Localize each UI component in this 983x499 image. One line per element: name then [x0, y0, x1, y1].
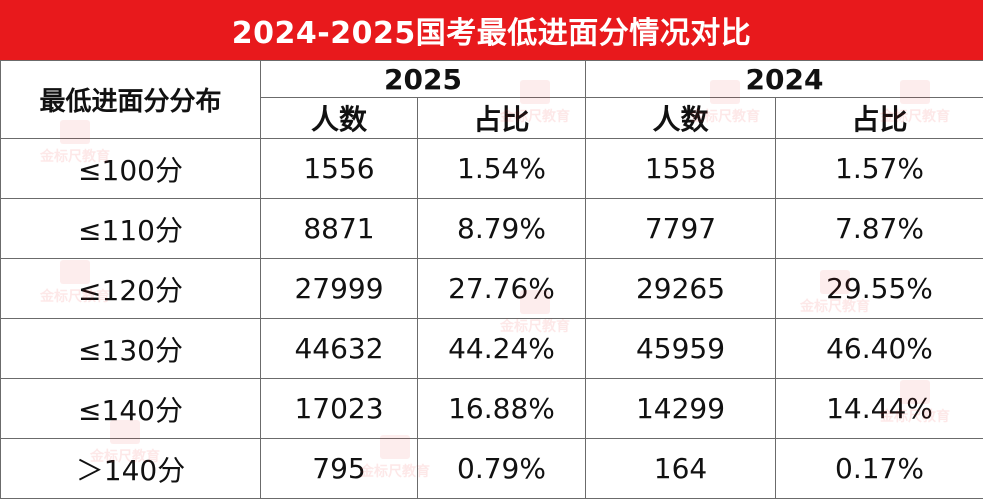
subheader-share-2025: 占比 [418, 98, 586, 139]
year-header-2025: 2025 [261, 61, 586, 98]
share-2025-cell: 44.24% [418, 319, 586, 379]
row-label: ≤140分 [1, 379, 261, 439]
count-2024-cell: 45959 [586, 319, 776, 379]
row-header-cell: 最低进面分分布 [1, 61, 261, 139]
share-2024-cell: 0.17% [776, 439, 983, 499]
table-row: ≤140分 17023 16.88% 14299 14.44% [1, 379, 983, 439]
count-2025-cell: 17023 [261, 379, 418, 439]
score-distribution-table: 最低进面分分布 2025 2024 人数 占比 人数 占比 ≤100分 1556… [0, 60, 983, 499]
count-2024-cell: 29265 [586, 259, 776, 319]
count-2025-cell: 1556 [261, 139, 418, 199]
share-2024-cell: 7.87% [776, 199, 983, 259]
subheader-count-2024: 人数 [586, 98, 776, 139]
subheader-share-2024: 占比 [776, 98, 983, 139]
count-2025-cell: 8871 [261, 199, 418, 259]
table-row: ＞140分 795 0.79% 164 0.17% [1, 439, 983, 499]
count-2025-cell: 795 [261, 439, 418, 499]
count-2024-cell: 164 [586, 439, 776, 499]
subheader-count-2025: 人数 [261, 98, 418, 139]
count-2024-cell: 7797 [586, 199, 776, 259]
table-row: ≤130分 44632 44.24% 45959 46.40% [1, 319, 983, 379]
share-2024-cell: 1.57% [776, 139, 983, 199]
table-row: ≤110分 8871 8.79% 7797 7.87% [1, 199, 983, 259]
share-2025-cell: 27.76% [418, 259, 586, 319]
row-label: ≤120分 [1, 259, 261, 319]
share-2025-cell: 8.79% [418, 199, 586, 259]
share-2025-cell: 0.79% [418, 439, 586, 499]
table-row: ≤100分 1556 1.54% 1558 1.57% [1, 139, 983, 199]
share-2024-cell: 14.44% [776, 379, 983, 439]
row-label: ≤100分 [1, 139, 261, 199]
share-2025-cell: 16.88% [418, 379, 586, 439]
share-2025-cell: 1.54% [418, 139, 586, 199]
count-2025-cell: 44632 [261, 319, 418, 379]
count-2025-cell: 27999 [261, 259, 418, 319]
count-2024-cell: 1558 [586, 139, 776, 199]
table-title: 2024-2025国考最低进面分情况对比 [0, 0, 983, 60]
share-2024-cell: 46.40% [776, 319, 983, 379]
header-row-years: 最低进面分分布 2025 2024 [1, 61, 983, 98]
row-label: ≤130分 [1, 319, 261, 379]
row-label: ＞140分 [1, 439, 261, 499]
count-2024-cell: 14299 [586, 379, 776, 439]
year-header-2024: 2024 [586, 61, 983, 98]
row-label: ≤110分 [1, 199, 261, 259]
share-2024-cell: 29.55% [776, 259, 983, 319]
table-row: ≤120分 27999 27.76% 29265 29.55% [1, 259, 983, 319]
